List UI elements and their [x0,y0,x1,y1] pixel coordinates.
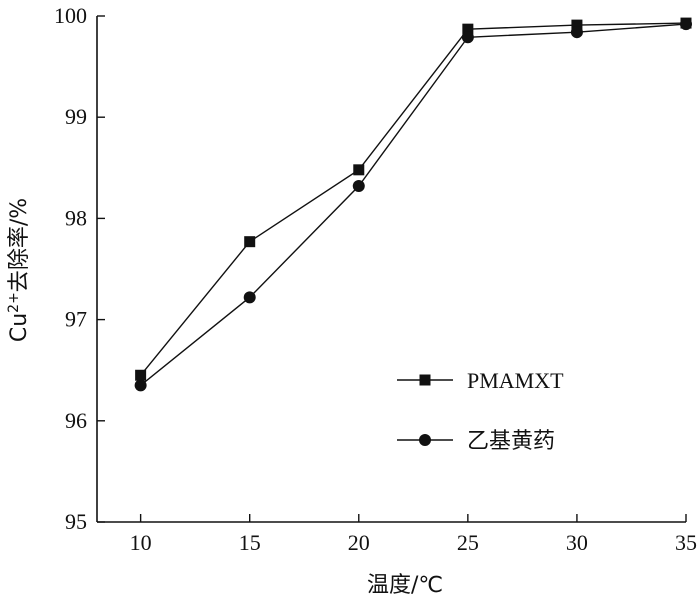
y-tick-label: 100 [54,3,87,28]
data-point-square [244,236,256,248]
y-axis-title-main: Cu [7,313,32,342]
y-tick-label: 99 [65,104,87,129]
x-axis-title: 温度/℃ [367,573,443,598]
legend-label: PMAMXT [467,368,564,393]
data-point-circle [243,291,256,304]
x-tick-label: 30 [566,530,588,555]
series-line [140,22,687,376]
x-tick-label: 20 [348,530,370,555]
y-tick-label: 97 [65,307,87,332]
x-tick-label: 10 [130,530,152,555]
data-point-square [462,23,474,35]
series-1 [135,17,692,381]
y-tick-label: 96 [65,408,87,433]
data-point-circle [461,31,474,44]
y-tick-label: 98 [65,205,87,230]
data-point-square [571,19,583,31]
y-tick-label: 95 [65,509,87,534]
legend: PMAMXT 乙基黄药 [397,368,564,454]
data-point-circle [570,26,583,39]
legend-marker-circle [419,434,431,446]
series-2 [134,18,692,392]
legend-item-2: 乙基黄药 [397,429,555,454]
data-point-square [353,164,365,176]
legend-marker-square [419,374,431,386]
data-point-circle [680,18,692,31]
x-tick-label: 35 [675,530,697,555]
series-layer [134,17,692,392]
y-axis-title: Cu2+去除率/% [6,198,32,342]
legend-item-1: PMAMXT [397,368,564,393]
axes: 95 96 97 98 99 100 10 15 20 25 30 35 [54,3,697,555]
data-point-circle [134,379,147,392]
x-tick-label: 15 [239,530,261,555]
y-axis-title-rest: 去除率/% [7,198,32,292]
data-point-circle [352,180,365,193]
y-axis-title-superscript: 2+ [6,292,22,313]
legend-label: 乙基黄药 [467,429,555,454]
series-line [140,23,687,386]
data-point-square [135,369,147,381]
x-tick-label: 25 [457,530,479,555]
